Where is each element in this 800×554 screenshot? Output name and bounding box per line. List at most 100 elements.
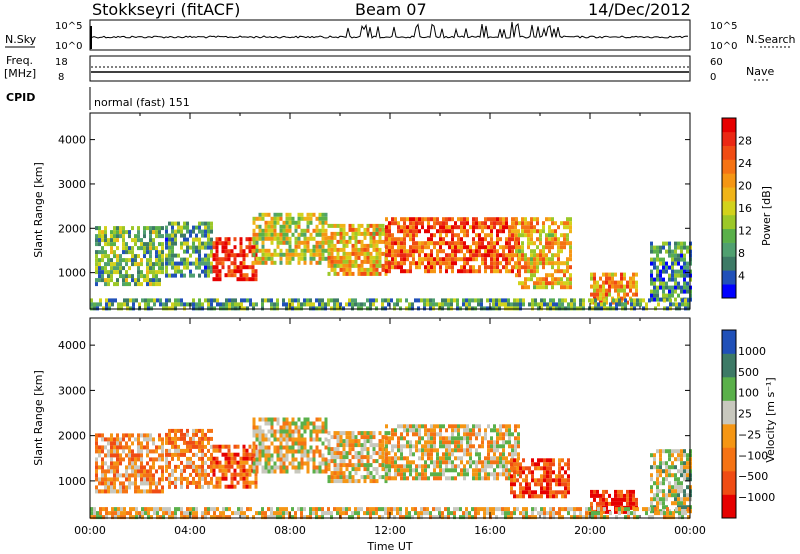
range-cell (354, 455, 358, 460)
range-cell (120, 515, 123, 520)
range-cell (448, 452, 451, 457)
range-cell (252, 236, 256, 241)
range-cell (436, 261, 439, 266)
range-cell (381, 263, 385, 268)
range-cell (522, 486, 525, 491)
range-cell (666, 511, 669, 516)
range-cell (662, 493, 665, 498)
range-cell (333, 243, 337, 248)
range-cell (424, 444, 427, 449)
range-cell (430, 257, 433, 262)
range-cell (668, 489, 671, 494)
range-cell (186, 464, 189, 469)
range-cell (487, 456, 490, 461)
range-cell (116, 461, 119, 466)
range-cell (445, 221, 448, 226)
range-cell (152, 270, 155, 275)
range-cell (114, 507, 117, 512)
range-cell (168, 257, 171, 262)
range-cell (254, 277, 258, 282)
range-cell (490, 257, 493, 262)
range-cell (490, 472, 493, 477)
range-cell (282, 515, 285, 520)
range-cell (477, 507, 480, 512)
range-cell (590, 300, 593, 305)
range-cell (505, 261, 508, 266)
range-cell (460, 440, 463, 445)
range-cell (608, 284, 611, 289)
range-cell (149, 258, 152, 263)
range-cell (493, 221, 496, 226)
range-cell (98, 274, 101, 279)
range-cell (498, 298, 501, 303)
range-cell (417, 306, 420, 311)
range-cell (342, 431, 346, 436)
range-cell (183, 440, 186, 445)
range-cell (391, 456, 394, 461)
range-cell (291, 515, 294, 520)
range-cell (113, 437, 116, 442)
colorbar-tick-label: 28 (738, 135, 752, 148)
range-cell (152, 441, 155, 446)
range-cell (125, 465, 128, 470)
range-cell (137, 445, 140, 450)
range-cell (315, 240, 319, 245)
range-cell (381, 298, 384, 303)
range-cell (463, 424, 466, 429)
range-cell (656, 265, 659, 270)
colorbar-swatch (722, 284, 736, 299)
range-cell (131, 246, 134, 251)
range-cell (510, 478, 513, 483)
range-cell (306, 248, 310, 253)
range-cell (496, 472, 499, 477)
range-cell (110, 477, 113, 482)
range-cell (300, 433, 304, 438)
range-cell (174, 302, 177, 307)
range-cell (493, 261, 496, 266)
range-cell (255, 224, 259, 229)
range-cell (174, 428, 177, 433)
range-cell (183, 306, 186, 311)
range-cell (224, 257, 228, 262)
range-cell (499, 217, 502, 222)
range-cell (593, 284, 596, 289)
range-cell (492, 302, 495, 307)
range-cell (484, 257, 487, 262)
range-cell (152, 489, 155, 494)
range-cell (345, 439, 349, 444)
range-cell (233, 476, 237, 481)
range-cell (687, 302, 690, 307)
range-cell (522, 298, 525, 303)
range-cell (171, 440, 174, 445)
range-cell (168, 241, 171, 246)
range-cell (168, 237, 171, 242)
range-cell (677, 481, 680, 486)
range-cell (496, 436, 499, 441)
range-cell (475, 452, 478, 457)
range-cell (342, 443, 346, 448)
range-cell (521, 265, 524, 270)
range-cell (433, 440, 436, 445)
range-cell (502, 472, 505, 477)
range-cell (505, 432, 508, 437)
range-cell (502, 444, 505, 449)
range-cell (294, 224, 298, 229)
range-cell (143, 234, 146, 239)
range-cell (484, 237, 487, 242)
range-cell (270, 224, 274, 229)
range-cell (294, 298, 297, 303)
range-cell (499, 229, 502, 234)
range-cell (93, 507, 96, 512)
range-cell (195, 464, 198, 469)
range-cell (411, 515, 414, 520)
range-cell (493, 444, 496, 449)
range-cell (288, 228, 292, 233)
range-cell (270, 302, 273, 307)
range-cell (549, 470, 552, 475)
range-cell (674, 277, 677, 282)
range-cell (215, 269, 219, 274)
range-cell (264, 511, 267, 516)
range-cell (95, 473, 98, 478)
range-cell (318, 260, 322, 265)
range-cell (336, 223, 340, 228)
